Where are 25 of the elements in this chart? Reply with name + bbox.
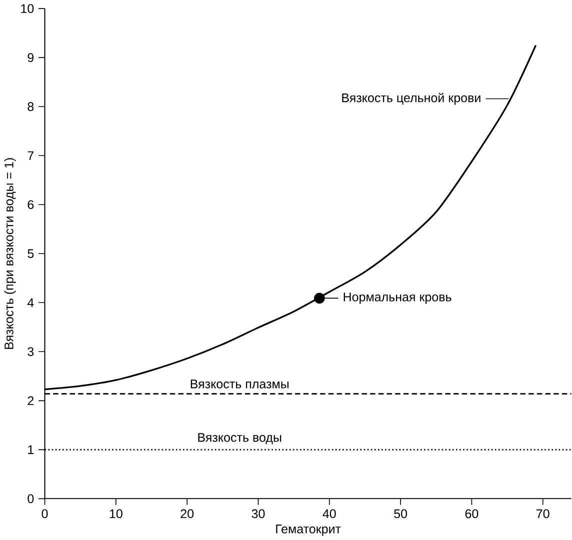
annotation: Нормальная кровь <box>344 292 452 304</box>
y-tick-label: 0 <box>28 494 34 504</box>
annotation: Вязкость цельной крови <box>342 92 480 105</box>
x-tick-label: 30 <box>252 509 265 518</box>
x-tick-label: 60 <box>465 509 478 518</box>
y-tick-label: 6 <box>28 200 34 210</box>
y-tick-label: 8 <box>28 102 34 112</box>
y-tick-label: 5 <box>28 249 34 258</box>
x-axis-title: Гематокрит <box>276 524 341 536</box>
y-tick-label: 7 <box>28 151 34 160</box>
x-tick-label: 50 <box>394 509 408 518</box>
y-tick-label: 4 <box>27 298 34 307</box>
x-tick-label: 40 <box>322 509 336 518</box>
y-tick-label: 1 <box>28 445 34 454</box>
x-tick-label: 20 <box>180 509 194 518</box>
x-tick-label: 70 <box>536 509 550 518</box>
y-tick-label: 10 <box>21 4 34 14</box>
y-tick-label: 2 <box>28 396 34 406</box>
x-tick-label: 0 <box>42 509 48 518</box>
x-tick-label: 10 <box>110 509 122 518</box>
ref-line-label: Вязкость плазмы <box>190 380 288 388</box>
y-axis-title: Вязкость (при вязкости воды = 1) <box>4 158 16 349</box>
y-tick-label: 9 <box>28 53 34 62</box>
ref-line-label: Вязкость воды <box>198 433 282 444</box>
y-tick-label: 3 <box>28 347 34 356</box>
